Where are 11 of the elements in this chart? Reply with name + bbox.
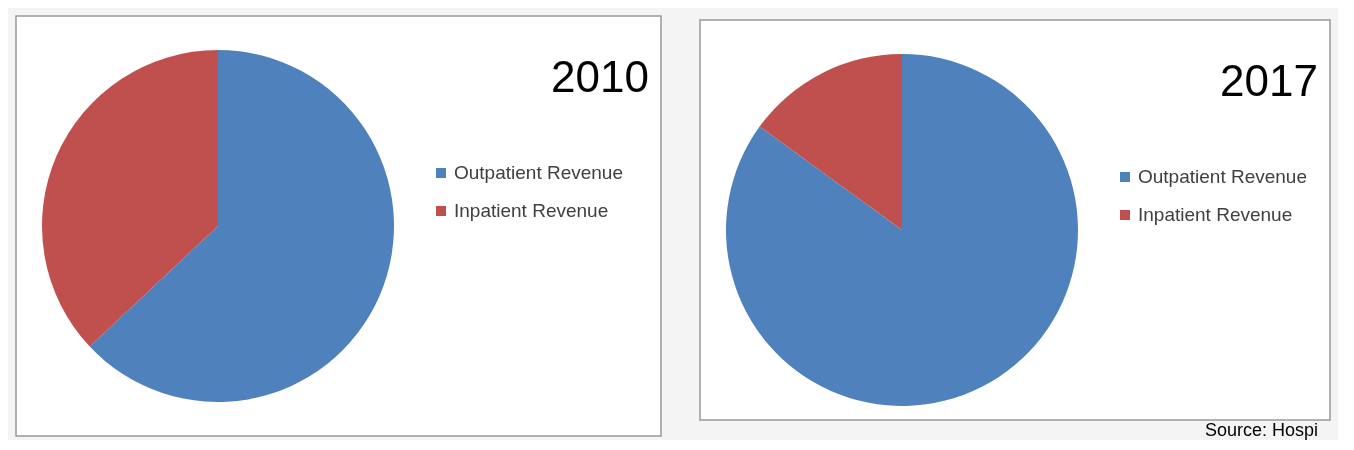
chart-title: 2017 [1220,56,1318,105]
pie-slice [759,54,902,230]
chart-title: 2010 [551,52,649,101]
legend-label: Inpatient Revenue [1138,204,1293,225]
legend-label: Outpatient Revenue [1138,166,1308,187]
legend-label: Inpatient Revenue [454,200,609,221]
pie-slice [89,50,394,402]
source-note: Source: Hospi [1204,420,1318,440]
pie-slice [726,54,1078,406]
legend-label: Outpatient Revenue [454,162,624,183]
pie-slice [42,50,218,347]
